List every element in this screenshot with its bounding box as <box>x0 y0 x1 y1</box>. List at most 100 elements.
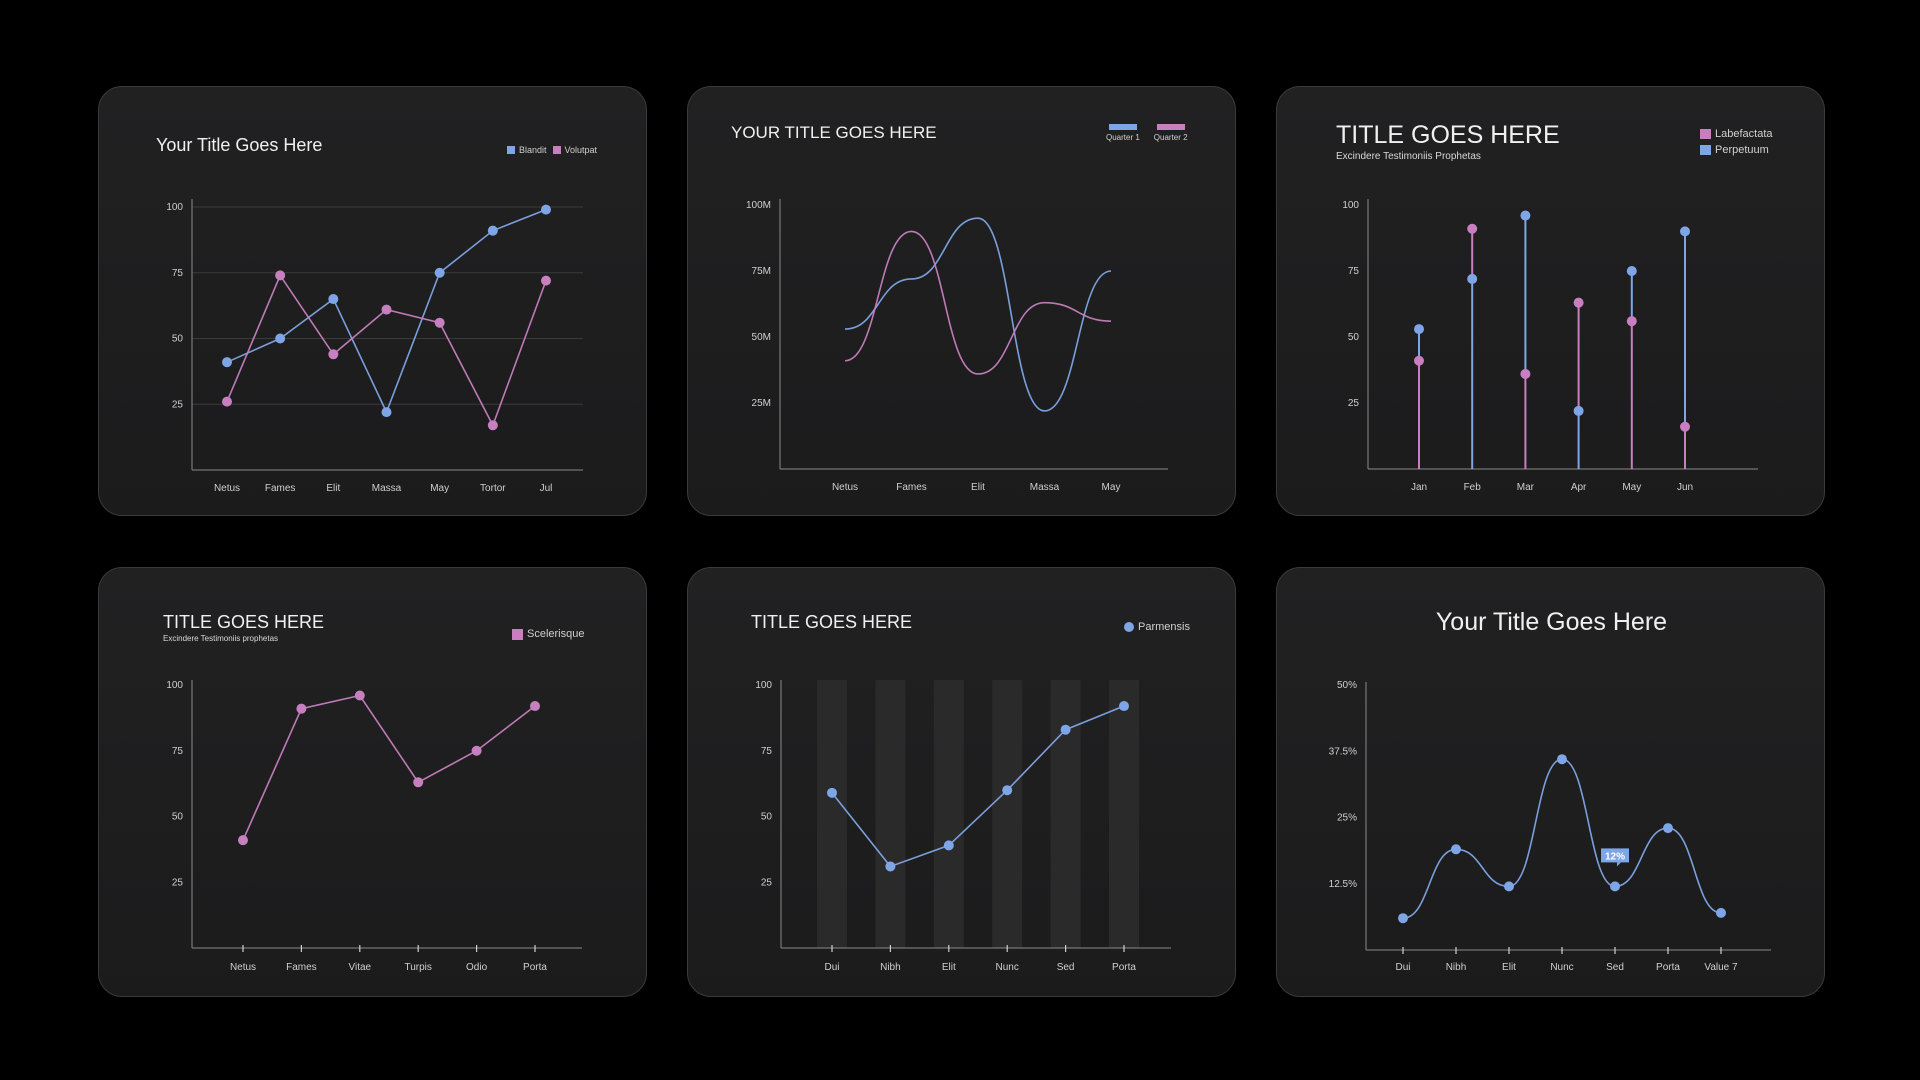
x-tick-label: Jan <box>1411 482 1427 493</box>
x-tick-label: Dui <box>1395 962 1410 973</box>
legend-item-perpetuum: Perpetuum <box>1700 144 1769 156</box>
data-point <box>238 835 248 846</box>
x-tick-label: Mar <box>1517 482 1535 493</box>
x-tick-label: Nunc <box>996 962 1019 973</box>
y-tick-label: 100 <box>166 202 183 213</box>
legend-item-parmensis: Parmensis <box>1124 621 1190 633</box>
y-tick-label: 50 <box>1348 332 1360 343</box>
data-point <box>434 317 445 328</box>
line-chart: 100 75 50 25 Netus Fames Elit Massa May Tortor Jul <box>166 199 583 494</box>
x-tick-label: Nunc <box>1550 962 1573 973</box>
data-point <box>275 333 286 344</box>
chart-card-2: YOUR TITLE GOES HERE Quarter 1 Quarter 2… <box>687 86 1236 516</box>
data-point <box>1398 913 1408 924</box>
x-tick-label: Massa <box>1030 482 1060 493</box>
y-tick-label: 75 <box>1348 266 1360 277</box>
series-line <box>844 230 1112 375</box>
x-tick-label: Netus <box>832 482 858 493</box>
chart-subtitle: Excindere Testimoniis Prophetas <box>1336 151 1481 162</box>
x-tick-label: Jun <box>1677 482 1693 493</box>
data-point <box>1002 785 1013 796</box>
data-point <box>1626 266 1637 276</box>
data-point <box>471 745 482 756</box>
smooth-line-chart: 100M 75M 50M 25M Netus Fames Elit Massa May <box>746 199 1168 493</box>
annotation-tooltip <box>1601 848 1629 863</box>
chart-title: Your Title Goes Here <box>1435 608 1668 636</box>
x-tick-label: Elit <box>942 962 956 973</box>
data-point <box>1626 316 1637 327</box>
data-point <box>296 703 307 714</box>
data-point <box>1520 210 1531 221</box>
series-line <box>844 217 1112 412</box>
y-tick-label: 50 <box>172 812 184 823</box>
chart-title: TITLE GOES HERE <box>751 612 913 632</box>
x-tick-label: Nibh <box>1446 962 1467 973</box>
legend-swatch-icon <box>512 628 523 640</box>
annotation-label: 12% <box>1605 851 1625 862</box>
line-chart-with-bands: 100 75 50 25 Dui Nibh Elit Nunc Sed Porta <box>755 680 1171 973</box>
x-tick-label: Vitae <box>348 962 371 973</box>
data-point <box>328 349 339 360</box>
data-point <box>541 204 551 215</box>
data-point <box>275 270 286 281</box>
y-tick-label: 50 <box>761 812 773 823</box>
data-point <box>222 357 232 368</box>
data-point <box>381 407 392 418</box>
x-tick-label: Fames <box>286 962 317 973</box>
data-point <box>943 840 954 851</box>
background-band <box>933 680 964 948</box>
x-tick-label: Porta <box>1656 962 1680 973</box>
data-point <box>381 304 392 315</box>
y-tick-label: 25 <box>172 877 184 888</box>
legend-swatch-icon <box>1108 124 1137 130</box>
chart-subtitle: Excindere Testimoniis prophetas <box>163 634 279 643</box>
y-tick-label: 25 <box>172 399 184 410</box>
legend-item-volutpat: Volutpat <box>552 145 597 155</box>
chart-legend: Scelerisque <box>512 628 584 640</box>
background-band <box>817 680 847 948</box>
data-point <box>885 861 896 872</box>
lollipop-chart: 100 75 50 25 Jan Feb Mar Apr May Jun <box>1342 199 1758 493</box>
y-tick-label: 50 <box>172 334 184 345</box>
x-tick-label: Sed <box>1057 962 1075 973</box>
x-tick-label: May <box>1102 482 1121 493</box>
y-tick-label: 100 <box>755 680 772 691</box>
data-point <box>1414 355 1424 366</box>
tooltip-pointer-icon <box>1617 862 1621 867</box>
y-tick-label: 100 <box>1342 200 1359 211</box>
legend-item-quarter-1: Quarter 1 <box>1106 124 1140 142</box>
legend-item-quarter-2: Quarter 2 <box>1154 124 1188 142</box>
legend-swatch-icon <box>1700 129 1711 139</box>
x-tick-label: Jul <box>540 483 553 494</box>
data-point <box>530 701 540 712</box>
x-tick-label: Elit <box>971 482 985 493</box>
data-point <box>1467 273 1478 284</box>
legend-swatch-icon <box>1156 124 1185 130</box>
chart-legend: Parmensis <box>1124 621 1190 633</box>
x-tick-label: Sed <box>1606 962 1624 973</box>
data-point <box>354 690 365 701</box>
data-point <box>1663 823 1673 834</box>
x-tick-label: Netus <box>214 483 240 494</box>
data-point <box>1680 226 1690 237</box>
x-tick-label: Turpis <box>404 962 431 973</box>
y-tick-label: 12.5% <box>1329 879 1357 890</box>
background-band <box>875 680 906 948</box>
series-line <box>242 694 536 841</box>
data-point <box>1557 754 1567 765</box>
series-line <box>831 705 1125 868</box>
y-tick-label: 25 <box>761 877 773 888</box>
line-chart: 100 75 50 25 Netus Fames Vitae Turpis Odio Porta <box>166 680 582 973</box>
data-point <box>541 275 551 286</box>
y-tick-label: 75 <box>172 268 184 279</box>
series-line <box>1402 758 1722 919</box>
data-point <box>1680 421 1690 432</box>
legend-item-labefactata: Labefactata <box>1700 128 1773 140</box>
data-point <box>1573 297 1584 308</box>
chart-title: TITLE GOES HERE <box>163 612 325 632</box>
x-tick-label: Porta <box>523 962 547 973</box>
data-point <box>1716 907 1726 918</box>
x-tick-label: Fames <box>896 482 927 493</box>
x-tick-label: May <box>1622 482 1641 493</box>
data-point <box>1573 405 1584 416</box>
